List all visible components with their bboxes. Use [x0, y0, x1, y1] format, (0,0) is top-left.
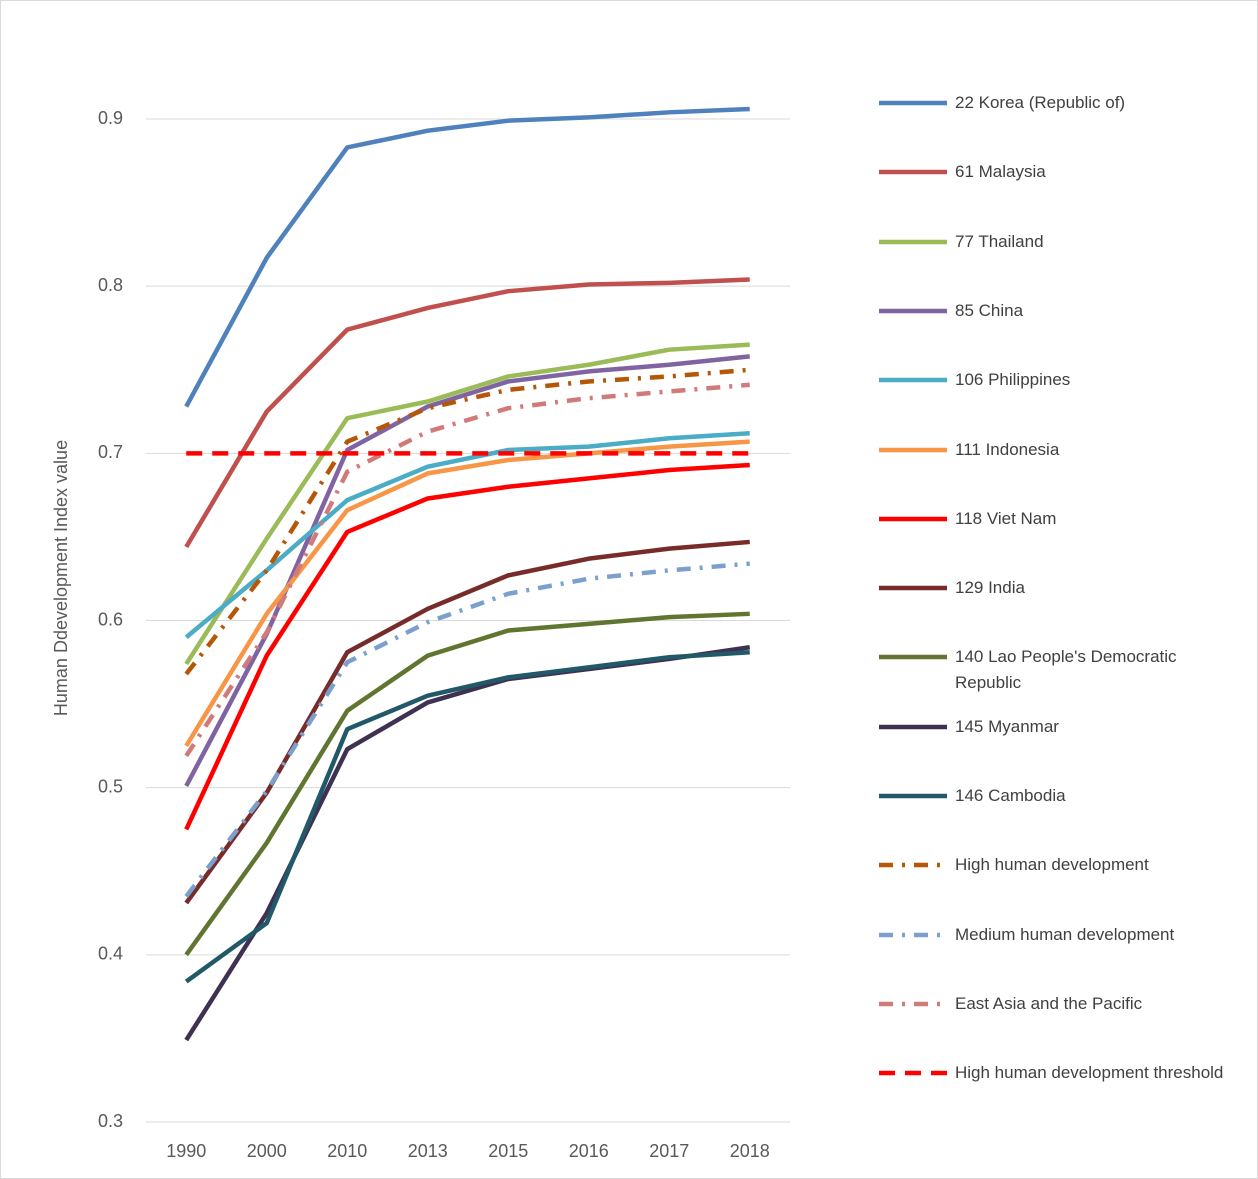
- y-tick-label: 0.8: [98, 275, 123, 295]
- x-tick-label: 2016: [569, 1141, 609, 1161]
- series-line: [184, 645, 751, 1042]
- legend-label: 129 India: [955, 578, 1025, 598]
- legend-item: High human development threshold: [877, 1060, 1257, 1086]
- legend-label: 111 Indonesia: [955, 439, 1060, 459]
- x-tick-label: 2000: [247, 1141, 287, 1161]
- legend-label: Medium human development: [955, 924, 1175, 944]
- x-tick-label: 2015: [488, 1141, 528, 1161]
- legend-item: Medium human development: [877, 922, 1257, 948]
- series-line: [184, 462, 750, 831]
- legend-label: 85 China: [955, 300, 1024, 320]
- series-line: [184, 611, 750, 957]
- legend-label: 118 Viet Nam: [955, 508, 1057, 528]
- legend-swatch: [879, 308, 947, 314]
- legend-swatch: [879, 655, 947, 660]
- legend-swatch: [879, 170, 947, 175]
- legend-label: High human development threshold: [955, 1063, 1224, 1083]
- legend-item: 145 Myanmar: [877, 714, 1257, 740]
- legend-item: 140 Lao People's Democratic Republic: [877, 644, 1257, 696]
- legend-item: High human development: [877, 852, 1257, 878]
- legend-item: 22 Korea (Republic of): [877, 90, 1257, 116]
- legend-item: 111 Indonesia: [877, 437, 1257, 463]
- legend-item: 61 Malaysia: [877, 159, 1257, 185]
- legend-swatch: [879, 1070, 947, 1076]
- series-line: [184, 431, 750, 639]
- y-axis-label: Human Ddevelopment Index value: [51, 440, 71, 716]
- x-tick-label: 2010: [327, 1141, 367, 1161]
- legend-swatch: [879, 100, 947, 106]
- series-line: [184, 106, 750, 408]
- legend-item: 146 Cambodia: [877, 783, 1257, 809]
- legend-swatch: [879, 585, 947, 591]
- legend-swatch: [879, 863, 947, 868]
- x-tick-label: 1990: [166, 1141, 206, 1161]
- y-tick-label: 0.6: [98, 609, 123, 629]
- series-line: [184, 561, 750, 898]
- series-line: [184, 382, 750, 758]
- x-tick-label: 2013: [408, 1141, 448, 1161]
- legend-label: High human development: [955, 855, 1149, 875]
- legend-item: 129 India: [877, 575, 1257, 601]
- y-tick-label: 0.4: [98, 944, 123, 964]
- legend-label: 146 Cambodia: [955, 786, 1066, 805]
- y-tick-label: 0.9: [98, 108, 123, 128]
- series-line: [184, 367, 750, 676]
- legend-swatch: [879, 793, 947, 799]
- legend-label: East Asia and the Pacific: [955, 993, 1143, 1013]
- x-tick-label: 2018: [730, 1141, 770, 1161]
- legend-swatch: [879, 724, 947, 729]
- legend-swatch: [879, 239, 947, 244]
- legend-swatch: [879, 447, 947, 452]
- legend-label: 145 Myanmar: [955, 716, 1059, 736]
- legend-item: 77 Thailand: [877, 229, 1257, 255]
- series-line: [184, 342, 750, 666]
- legend-swatch: [879, 516, 947, 522]
- legend-swatch: [879, 932, 947, 937]
- legend-label: 106 Philippines: [955, 370, 1071, 390]
- series-line: [184, 539, 750, 905]
- legend-item: East Asia and the Pacific: [877, 991, 1257, 1017]
- legend-label: 22 Korea (Republic of): [955, 93, 1126, 112]
- y-tick-label: 0.3: [98, 1111, 123, 1131]
- y-tick-label: 0.7: [98, 442, 123, 462]
- legend-item: 118 Viet Nam: [877, 506, 1257, 532]
- series-line: [184, 650, 750, 984]
- series-line: [184, 277, 750, 549]
- legend-label: 77 Thailand: [955, 231, 1044, 251]
- legend-swatch: [879, 1001, 947, 1007]
- y-tick-label: 0.5: [98, 776, 123, 796]
- legend-label: 140 Lao People's Democratic Republic: [955, 647, 1177, 693]
- x-tick-label: 2017: [649, 1141, 689, 1161]
- legend-label: 61 Malaysia: [955, 162, 1046, 182]
- legend-item: 85 China: [877, 298, 1257, 324]
- legend-swatch: [879, 377, 947, 383]
- series-line: [184, 439, 750, 748]
- legend-item: 106 Philippines: [877, 367, 1257, 393]
